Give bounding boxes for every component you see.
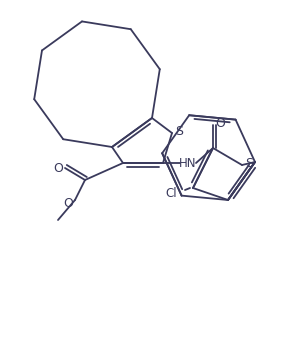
Text: S: S	[245, 157, 253, 169]
Text: S: S	[175, 125, 183, 138]
Text: O: O	[215, 117, 225, 129]
Text: O: O	[63, 197, 73, 209]
Text: Cl: Cl	[165, 187, 177, 199]
Text: O: O	[53, 161, 63, 175]
Text: HN: HN	[179, 157, 197, 169]
